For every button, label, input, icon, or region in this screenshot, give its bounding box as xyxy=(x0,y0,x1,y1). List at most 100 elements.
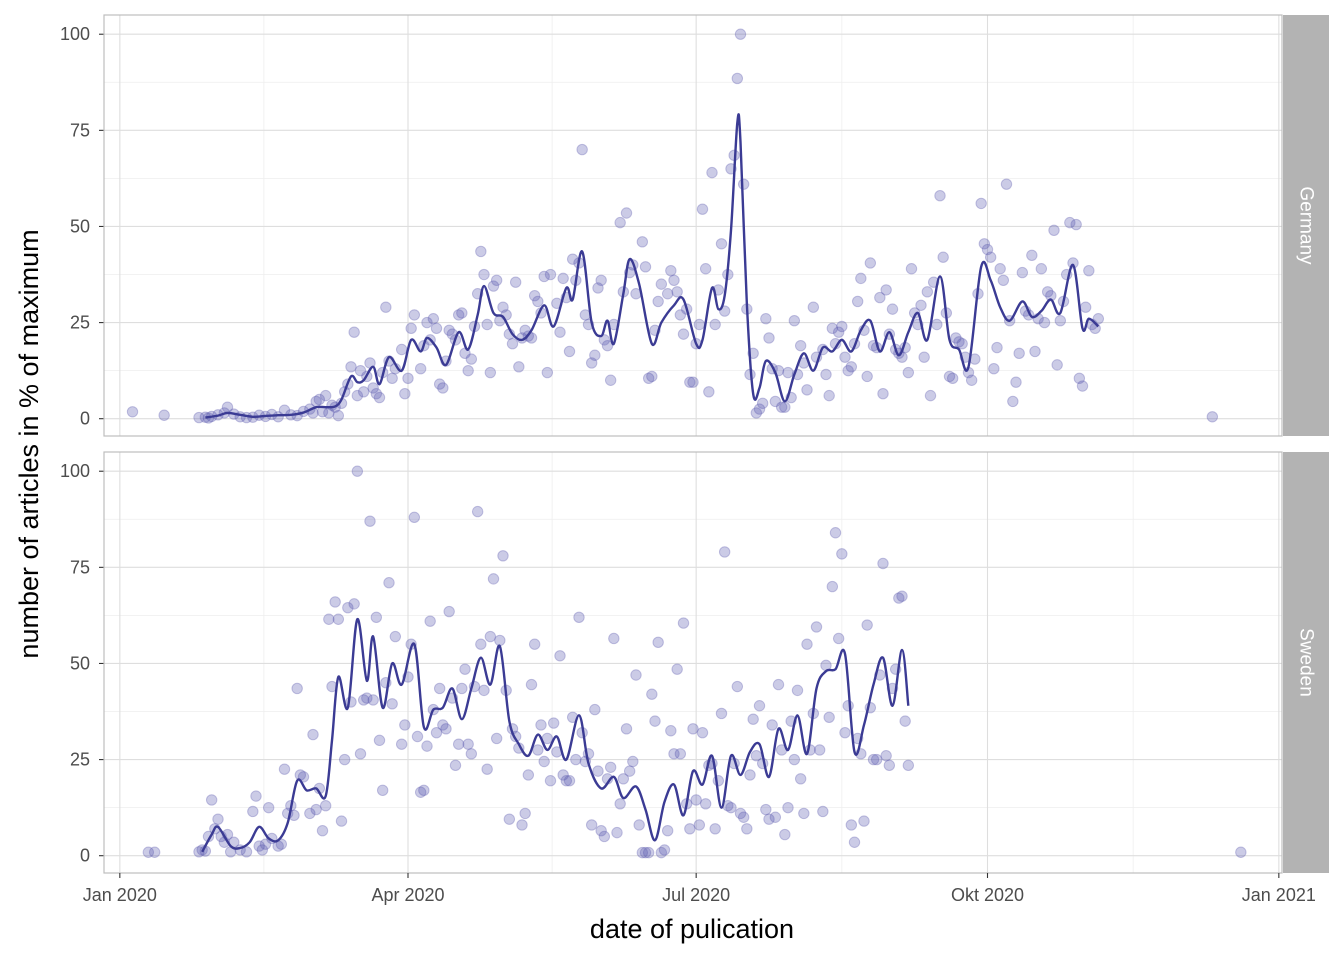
panel-border xyxy=(103,451,1283,874)
data-point xyxy=(674,309,687,321)
data-point xyxy=(342,602,354,614)
data-point xyxy=(604,761,617,773)
data-point xyxy=(576,143,588,156)
data-point xyxy=(794,339,807,352)
data-point xyxy=(367,694,379,706)
data-point xyxy=(1048,224,1060,237)
data-point xyxy=(421,316,433,329)
data-point xyxy=(424,615,436,627)
data-point xyxy=(332,613,345,625)
data-point xyxy=(950,332,962,344)
data-point xyxy=(997,274,1010,286)
data-point xyxy=(769,395,782,408)
data-point xyxy=(655,278,668,290)
data-point xyxy=(924,389,937,402)
data-point xyxy=(696,726,709,739)
data-point xyxy=(782,366,794,379)
data-point xyxy=(278,763,291,775)
data-point xyxy=(807,301,820,313)
data-point xyxy=(870,753,883,766)
data-point xyxy=(775,401,788,413)
data-point xyxy=(430,726,443,739)
data-point xyxy=(373,734,386,747)
data-point xyxy=(864,257,877,269)
data-point xyxy=(452,738,465,750)
data-point xyxy=(760,313,772,325)
data-point xyxy=(845,361,858,373)
data-point xyxy=(433,682,446,695)
data-point xyxy=(693,819,706,831)
data-point xyxy=(668,748,680,760)
y-tick-label: 50 xyxy=(70,216,90,236)
data-point xyxy=(636,846,649,859)
data-point xyxy=(494,634,506,647)
y-axis-title: number of articles in % of maximum xyxy=(14,229,44,658)
data-point xyxy=(1051,359,1063,371)
data-point xyxy=(525,678,538,691)
data-point xyxy=(335,815,348,827)
data-point xyxy=(433,378,446,390)
data-point xyxy=(956,338,968,350)
data-point xyxy=(649,715,661,727)
data-point xyxy=(405,322,417,335)
data-point xyxy=(877,557,889,570)
data-point xyxy=(712,775,725,787)
data-point xyxy=(839,726,851,739)
data-point xyxy=(487,280,500,292)
data-point xyxy=(364,515,376,527)
data-point xyxy=(351,389,364,402)
data-point xyxy=(842,700,854,712)
data-point xyxy=(801,638,813,650)
data-point xyxy=(595,274,607,286)
data-point xyxy=(1070,218,1082,231)
data-point xyxy=(753,403,766,415)
data-point xyxy=(332,409,345,422)
x-tick-label: Jan 2021 xyxy=(1242,885,1316,905)
data-point xyxy=(376,784,389,797)
data-point xyxy=(671,286,683,298)
data-point xyxy=(522,769,535,781)
y-tick-label: 25 xyxy=(70,750,90,770)
data-point xyxy=(652,636,664,649)
data-point xyxy=(1016,266,1029,279)
data-point xyxy=(731,680,744,693)
data-point xyxy=(671,663,683,675)
data-point xyxy=(630,669,642,681)
data-point xyxy=(414,363,427,375)
data-point xyxy=(462,738,474,750)
data-point xyxy=(896,590,908,602)
data-point xyxy=(718,546,731,558)
data-point xyxy=(585,819,598,831)
data-point xyxy=(709,318,721,331)
data-point xyxy=(1083,264,1095,277)
data-point xyxy=(788,753,801,766)
data-point xyxy=(399,719,411,731)
data-point xyxy=(497,550,509,562)
data-point xyxy=(817,805,829,818)
data-point xyxy=(323,613,335,625)
data-point xyxy=(247,805,259,818)
data-point xyxy=(193,846,205,858)
data-point xyxy=(570,753,582,766)
data-point xyxy=(1235,846,1247,858)
data-point xyxy=(699,263,712,275)
data-point xyxy=(614,798,626,810)
data-point xyxy=(731,72,744,85)
data-point xyxy=(1079,301,1092,313)
data-point xyxy=(148,846,161,858)
data-point xyxy=(791,684,804,697)
data-point xyxy=(665,264,677,277)
data-point xyxy=(677,617,690,629)
facet-strip-label: Sweden xyxy=(1296,628,1317,697)
data-point xyxy=(427,313,440,325)
data-point xyxy=(823,711,835,723)
data-point xyxy=(1041,286,1054,298)
data-point xyxy=(601,339,614,352)
data-point xyxy=(953,336,965,348)
data-point xyxy=(452,309,465,321)
data-point xyxy=(262,801,275,814)
data-point xyxy=(763,332,775,344)
data-point xyxy=(462,364,474,377)
data-point xyxy=(554,326,566,338)
